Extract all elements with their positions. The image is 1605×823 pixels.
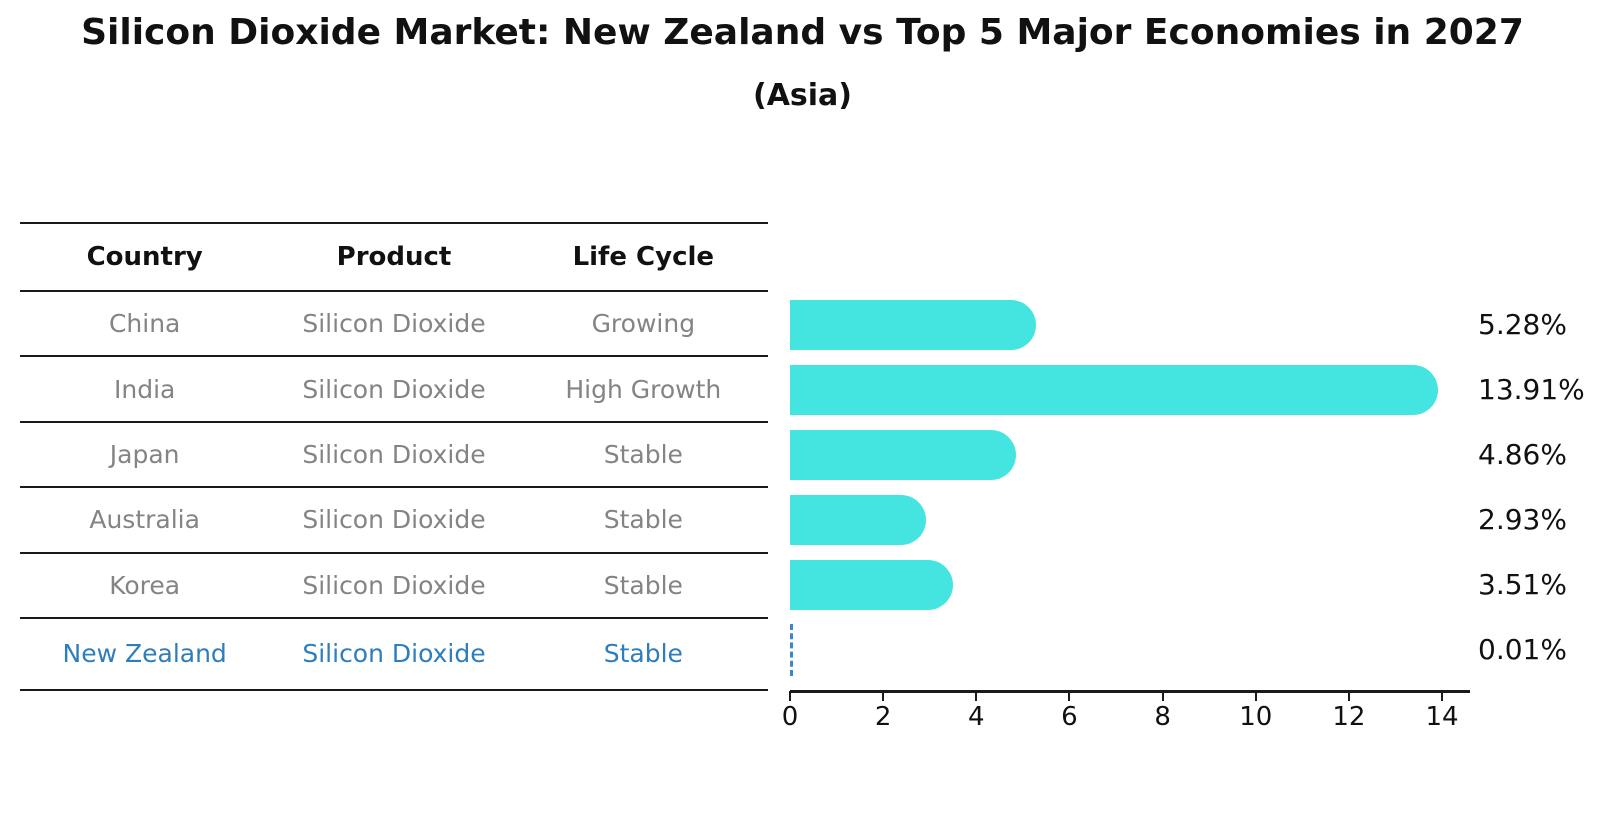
product-cell: Silicon Dioxide (302, 374, 486, 404)
life-cycle-cell: High Growth (565, 374, 722, 404)
bar-chart-plot-area: 0 2 4 6 8 10 12 14 (782, 290, 1470, 732)
chart-title: Silicon Dioxide Market: New Zealand vs T… (81, 12, 1524, 53)
x-axis-tick-label: 6 (1061, 702, 1078, 732)
bar-new-zealand (790, 624, 793, 676)
country-cell: Japan (109, 439, 180, 469)
product-cell: Silicon Dioxide (302, 439, 486, 469)
table-body: China Silicon Dioxide Growing India Silicon … (20, 292, 768, 691)
x-axis-tick-label: 0 (781, 702, 799, 732)
bar-value-label-india: 13.91% (1478, 373, 1585, 406)
bar-value-label-new-zealand: 0.01% (1478, 633, 1567, 666)
bar-india (790, 365, 1438, 415)
table-header-row: Country Product Life Cycle (20, 222, 768, 292)
country-cell: China (108, 309, 181, 339)
bar-value-label-korea: 3.51% (1478, 568, 1567, 601)
country-cell: Australia (89, 505, 200, 535)
product-cell: Silicon Dioxide (302, 570, 486, 600)
x-axis-tick (1347, 691, 1350, 701)
bar-china (790, 300, 1036, 350)
table-header-product: Product (336, 242, 452, 272)
bar-value-label-japan: 4.86% (1478, 438, 1567, 471)
bar-value-label-australia: 2.93% (1478, 503, 1567, 536)
table-row-new-zealand: New Zealand Silicon Dioxide Stable (20, 619, 768, 691)
x-axis-tick-label: 10 (1239, 702, 1273, 732)
country-cell: New Zealand (62, 639, 227, 669)
table-row-japan: Japan Silicon Dioxide Stable (20, 423, 768, 489)
table-row-china: China Silicon Dioxide Growing (20, 292, 768, 358)
bar-korea (790, 560, 954, 610)
chart-subtitle: (Asia) (752, 78, 853, 113)
product-cell: Silicon Dioxide (302, 505, 486, 535)
x-axis-tick (789, 691, 791, 701)
x-axis-tick (1068, 691, 1071, 701)
table-row-australia: Australia Silicon Dioxide Stable (20, 488, 768, 554)
country-cell: India (113, 374, 176, 404)
x-axis-tick-label: 12 (1332, 702, 1366, 732)
bar-japan (790, 430, 1017, 480)
x-axis-tick (882, 691, 885, 701)
x-axis-tick-label: 2 (874, 702, 892, 732)
table-row-india: India Silicon Dioxide High Growth (20, 357, 768, 423)
x-axis-tick-label: 4 (968, 702, 985, 732)
product-cell: Silicon Dioxide (302, 639, 486, 669)
x-axis-tick (975, 691, 978, 701)
x-axis-tick-label: 14 (1425, 702, 1459, 732)
bar-value-label-china: 5.28% (1478, 308, 1567, 341)
product-cell: Silicon Dioxide (302, 309, 486, 339)
x-axis-tick-label: 8 (1154, 702, 1171, 732)
life-cycle-cell: Growing (591, 309, 696, 339)
x-axis-tick (1254, 691, 1257, 701)
table-header-life-cycle: Life Cycle (572, 242, 715, 272)
table-row-korea: Korea Silicon Dioxide Stable (20, 554, 768, 619)
table-header-country: Country (86, 242, 203, 272)
life-cycle-cell: Stable (603, 439, 683, 469)
country-table: Country Product Life Cycle China Silicon Di… (20, 222, 768, 691)
life-cycle-cell: Stable (603, 639, 683, 669)
country-cell: Korea (109, 570, 181, 600)
x-axis-tick (1441, 691, 1444, 701)
life-cycle-cell: Stable (603, 570, 683, 600)
life-cycle-cell: Stable (603, 505, 683, 535)
x-axis-tick (1161, 691, 1164, 701)
bar-australia (790, 495, 927, 545)
